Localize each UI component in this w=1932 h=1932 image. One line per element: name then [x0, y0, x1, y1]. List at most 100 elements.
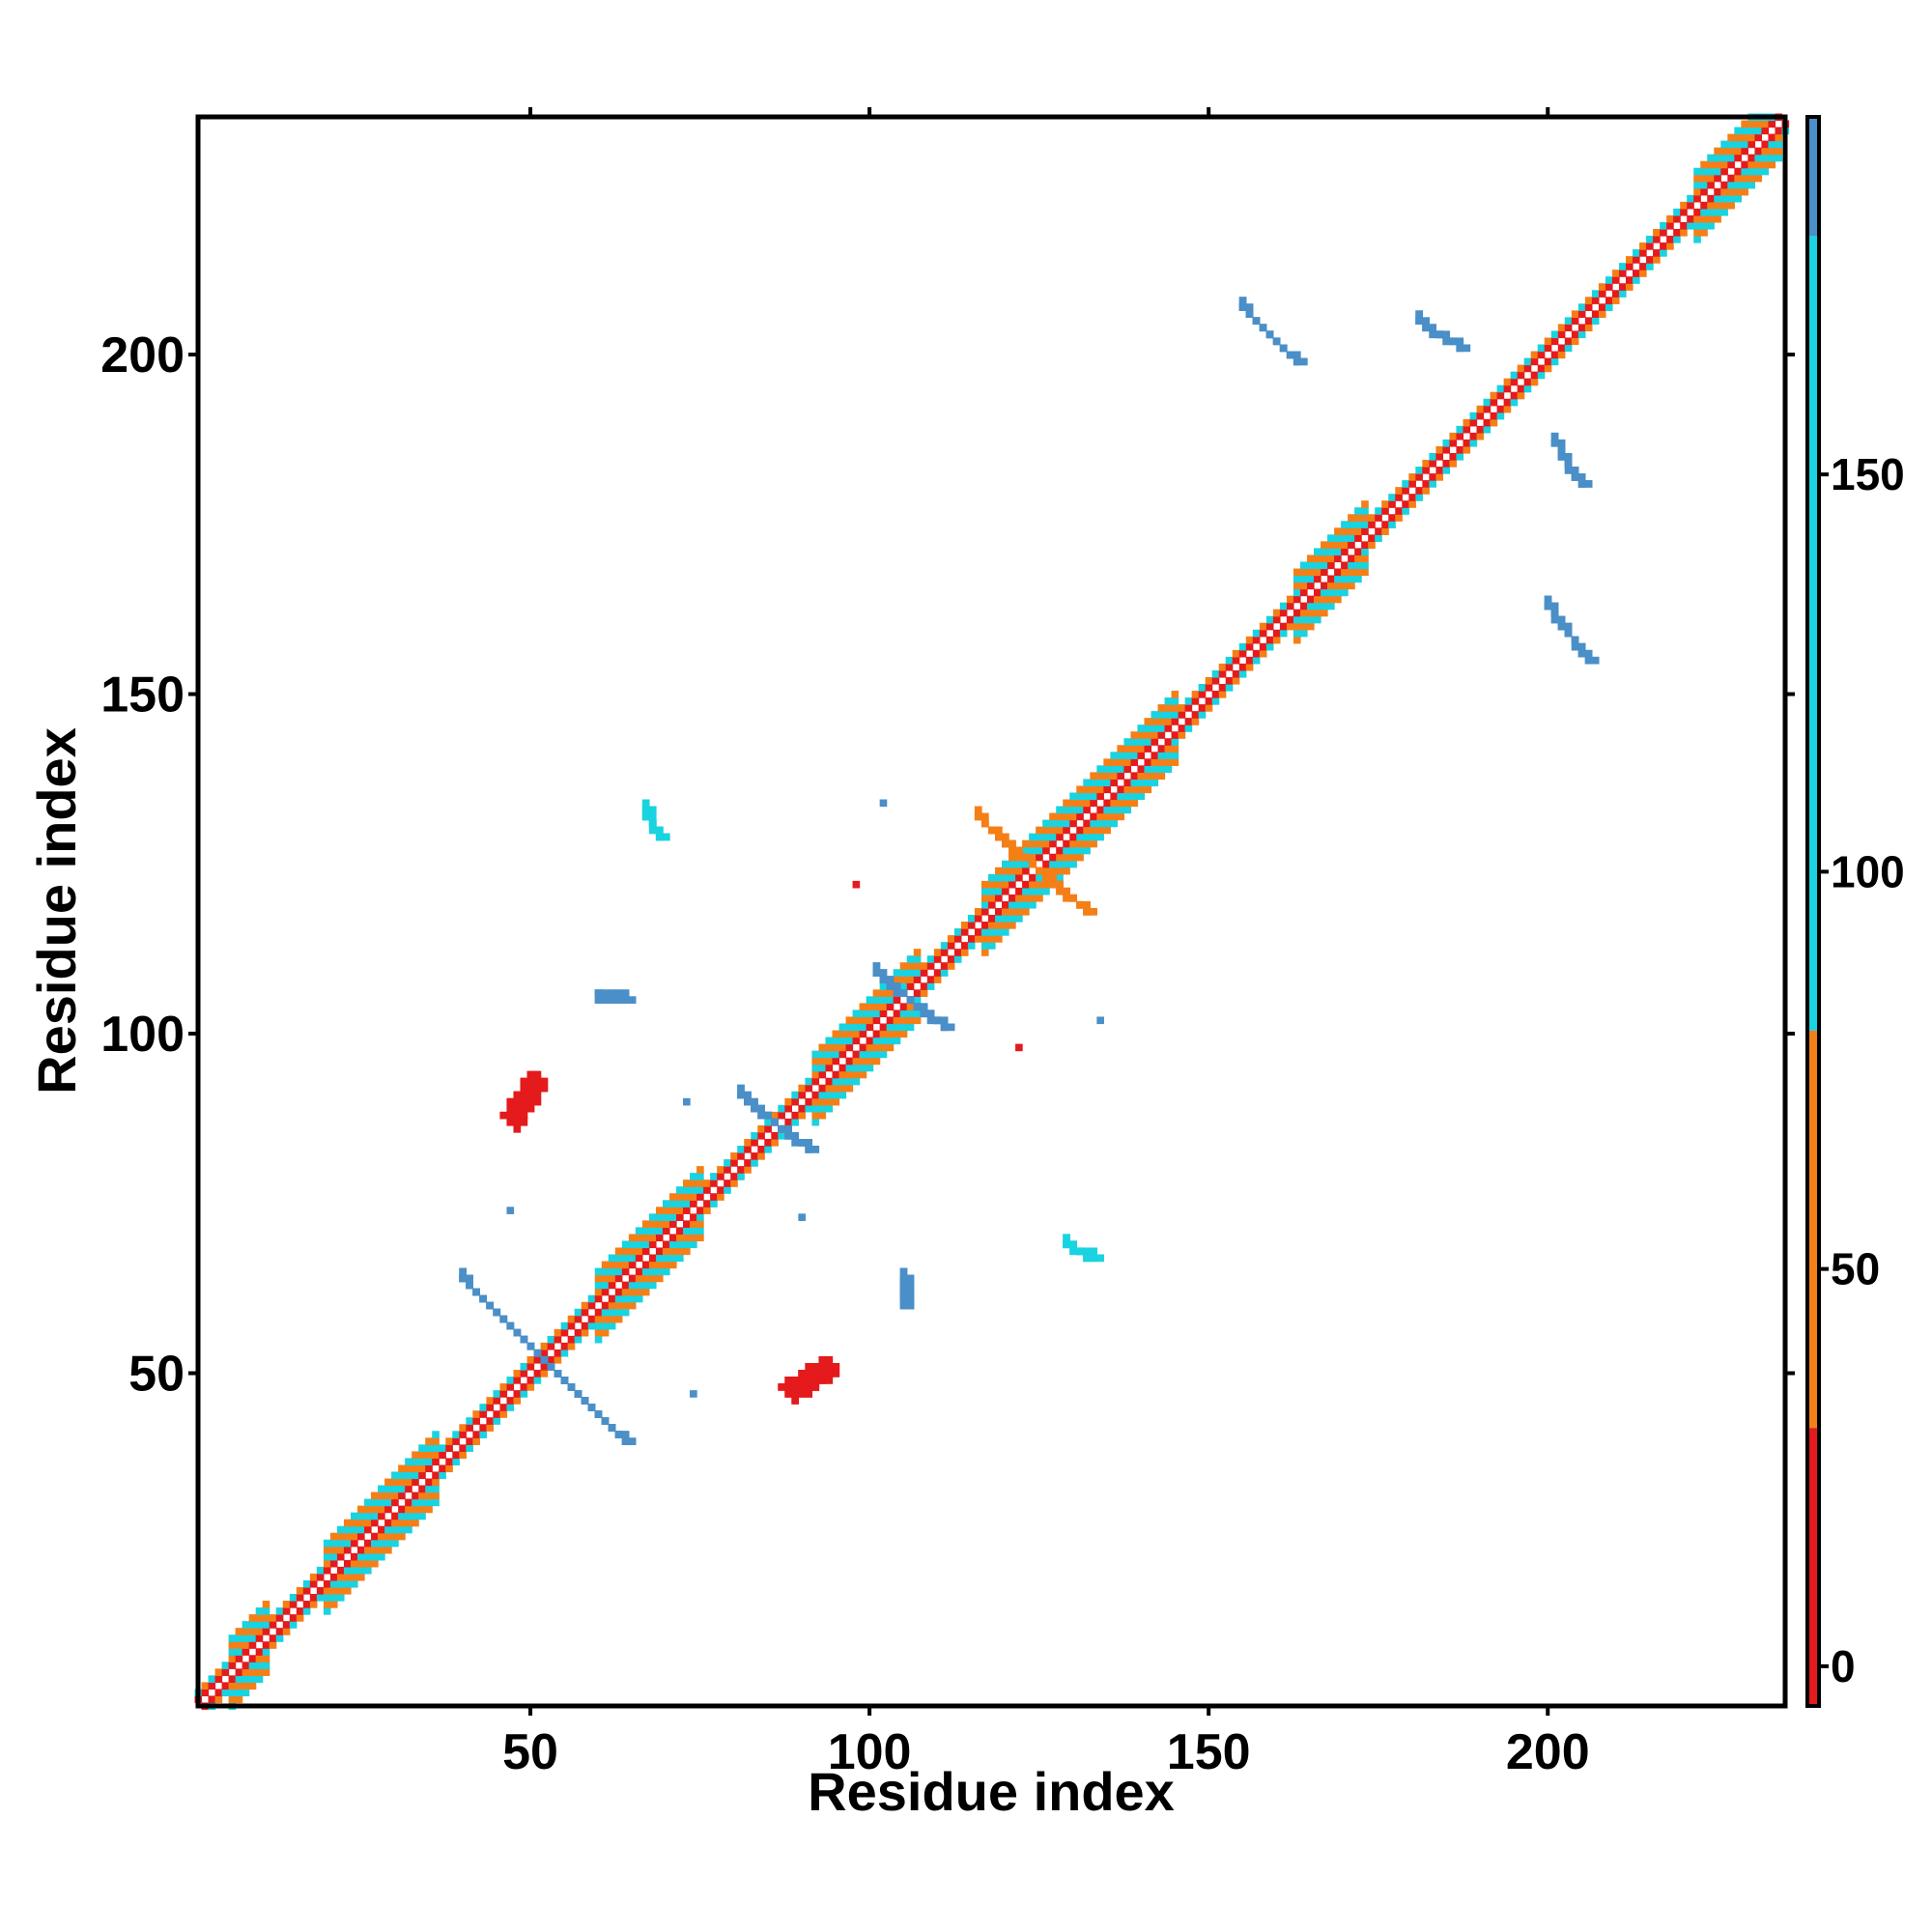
heatmap-cell-diagonal [1618, 283, 1627, 291]
heatmap-cell-diagonal [987, 922, 996, 929]
heatmap-cell-diagonal [1720, 194, 1728, 203]
heatmap-cell-diagonal [1714, 160, 1721, 169]
heatmap-cell-cluster [1083, 907, 1091, 916]
heatmap-cell-diagonal [1700, 201, 1708, 210]
heatmap-cell-cluster [520, 1091, 528, 1099]
heatmap-cell-diagonal [1754, 174, 1763, 183]
heatmap-cell-diagonal [1402, 480, 1409, 488]
heatmap-cell-diagonal [683, 1179, 691, 1187]
heatmap-cell-diagonal [757, 1146, 765, 1153]
heatmap-cell-diagonal [1734, 181, 1742, 189]
heatmap-cell-diagonal [445, 1464, 453, 1473]
heatmap-cell-diagonal [1693, 194, 1701, 203]
heatmap-cell-diagonal [405, 1519, 412, 1527]
heatmap-cell-diagonal [832, 1043, 840, 1052]
heatmap-cell-diagonal [1306, 582, 1315, 590]
heatmap-cell-diagonal [398, 1505, 406, 1514]
heatmap-cell-diagonal [967, 935, 976, 943]
heatmap-cell-diagonal [439, 1464, 446, 1473]
heatmap-cell-diagonal [1022, 907, 1030, 916]
heatmap-cell-cluster [1036, 867, 1043, 875]
heatmap-cell-cluster [1238, 297, 1247, 304]
heatmap-cell-diagonal [1456, 445, 1464, 454]
heatmap-cell-diagonal [737, 1173, 745, 1180]
heatmap-cell-diagonal [275, 1607, 284, 1615]
heatmap-cell-diagonal [1205, 697, 1213, 705]
heatmap-cell-diagonal [1117, 752, 1125, 759]
heatmap-cell-diagonal [1069, 833, 1077, 841]
heatmap-cell-diagonal [1009, 922, 1016, 929]
heatmap-cell-diagonal [282, 1621, 291, 1629]
heatmap-cell-diagonal [1151, 779, 1159, 787]
heatmap-cell-diagonal [1056, 826, 1064, 835]
heatmap-cell-cluster [926, 1009, 935, 1018]
heatmap-cell-diagonal [818, 1043, 827, 1052]
heatmap-cell-cluster [1591, 656, 1600, 665]
heatmap-cell-diagonal [995, 915, 1003, 923]
heatmap-cell-diagonal [316, 1566, 325, 1575]
heatmap-cell-diagonal [710, 1200, 718, 1208]
heatmap-cell-diagonal [1775, 147, 1783, 156]
heatmap-cell-diagonal [1503, 405, 1512, 413]
heatmap-cell-diagonal [1490, 418, 1498, 427]
heatmap-cell-diagonal [757, 1131, 765, 1140]
heatmap-cell-diagonal [852, 1057, 861, 1065]
heatmap-cell-diagonal [859, 1030, 867, 1038]
heatmap-cell-diagonal [425, 1498, 433, 1507]
heatmap-cell-diagonal [533, 1355, 542, 1364]
heatmap-cell-cluster [554, 1370, 562, 1378]
heatmap-cell-diagonal [412, 1464, 419, 1473]
heatmap-cell-cluster [1022, 853, 1030, 862]
heatmap-cell-diagonal [1584, 324, 1593, 332]
heatmap-cell-diagonal [913, 1009, 922, 1018]
heatmap-cell-diagonal [1015, 887, 1023, 895]
heatmap-cell-diagonal [242, 1628, 250, 1635]
heatmap-cell-diagonal [933, 976, 942, 983]
heatmap-cell-diagonal [1754, 167, 1763, 176]
heatmap-cell-diagonal [947, 962, 955, 970]
heatmap-cell-diagonal [405, 1485, 412, 1493]
heatmap-cell-diagonal [662, 1247, 670, 1256]
heatmap-cell-diagonal [1550, 357, 1559, 366]
heatmap-cell-diagonal [1009, 880, 1016, 889]
heatmap-cell-diagonal [1747, 154, 1756, 162]
colorbar-band [1807, 236, 1819, 1031]
heatmap-cell-diagonal [547, 1355, 555, 1364]
heatmap-cell-diagonal [343, 1519, 352, 1527]
heatmap-cell-diagonal [1015, 860, 1023, 868]
heatmap-cell-diagonal [329, 1532, 338, 1541]
heatmap-cell-diagonal [445, 1458, 453, 1466]
heatmap-cell-diagonal [757, 1124, 765, 1133]
heatmap-cell-diagonal [1510, 378, 1519, 386]
heatmap-cell-diagonal [378, 1485, 385, 1493]
heatmap-cell-cluster [1577, 480, 1586, 488]
heatmap-cell-diagonal [859, 1050, 867, 1059]
heatmap-cell-diagonal [995, 873, 1003, 882]
heatmap-cell-diagonal [628, 1281, 637, 1290]
heatmap-cell-diagonal [405, 1498, 412, 1507]
heatmap-cell-diagonal [364, 1552, 372, 1561]
heatmap-cell-cluster [980, 812, 989, 821]
heatmap-cell-diagonal [628, 1301, 637, 1310]
heatmap-cell-diagonal [899, 976, 908, 983]
heatmap-cell-diagonal [1584, 303, 1593, 311]
heatmap-cell-diagonal [1157, 758, 1166, 766]
heatmap-cell-diagonal [1178, 704, 1186, 712]
heatmap-cell-diagonal [526, 1377, 535, 1384]
heatmap-cell-diagonal [1002, 928, 1009, 936]
heatmap-cell-diagonal [1354, 521, 1362, 528]
heatmap-cell-diagonal [920, 969, 928, 977]
heatmap-cell-cluster [1009, 846, 1016, 855]
colorbar-band [1807, 117, 1819, 237]
heatmap-cell-diagonal [811, 1091, 820, 1099]
heatmap-cell-cluster [1056, 887, 1064, 895]
heatmap-cell-diagonal [1049, 853, 1057, 862]
heatmap-cell-diagonal [1449, 460, 1458, 468]
heatmap-cell-diagonal [1096, 779, 1104, 787]
heatmap-cell-diagonal [906, 982, 915, 990]
heatmap-cell-diagonal [472, 1431, 480, 1438]
heatmap-cell-diagonal [1693, 214, 1701, 223]
heatmap-cell-diagonal [1639, 242, 1647, 250]
heatmap-cell-cluster [533, 1070, 542, 1079]
heatmap-cell-diagonal [554, 1355, 562, 1364]
